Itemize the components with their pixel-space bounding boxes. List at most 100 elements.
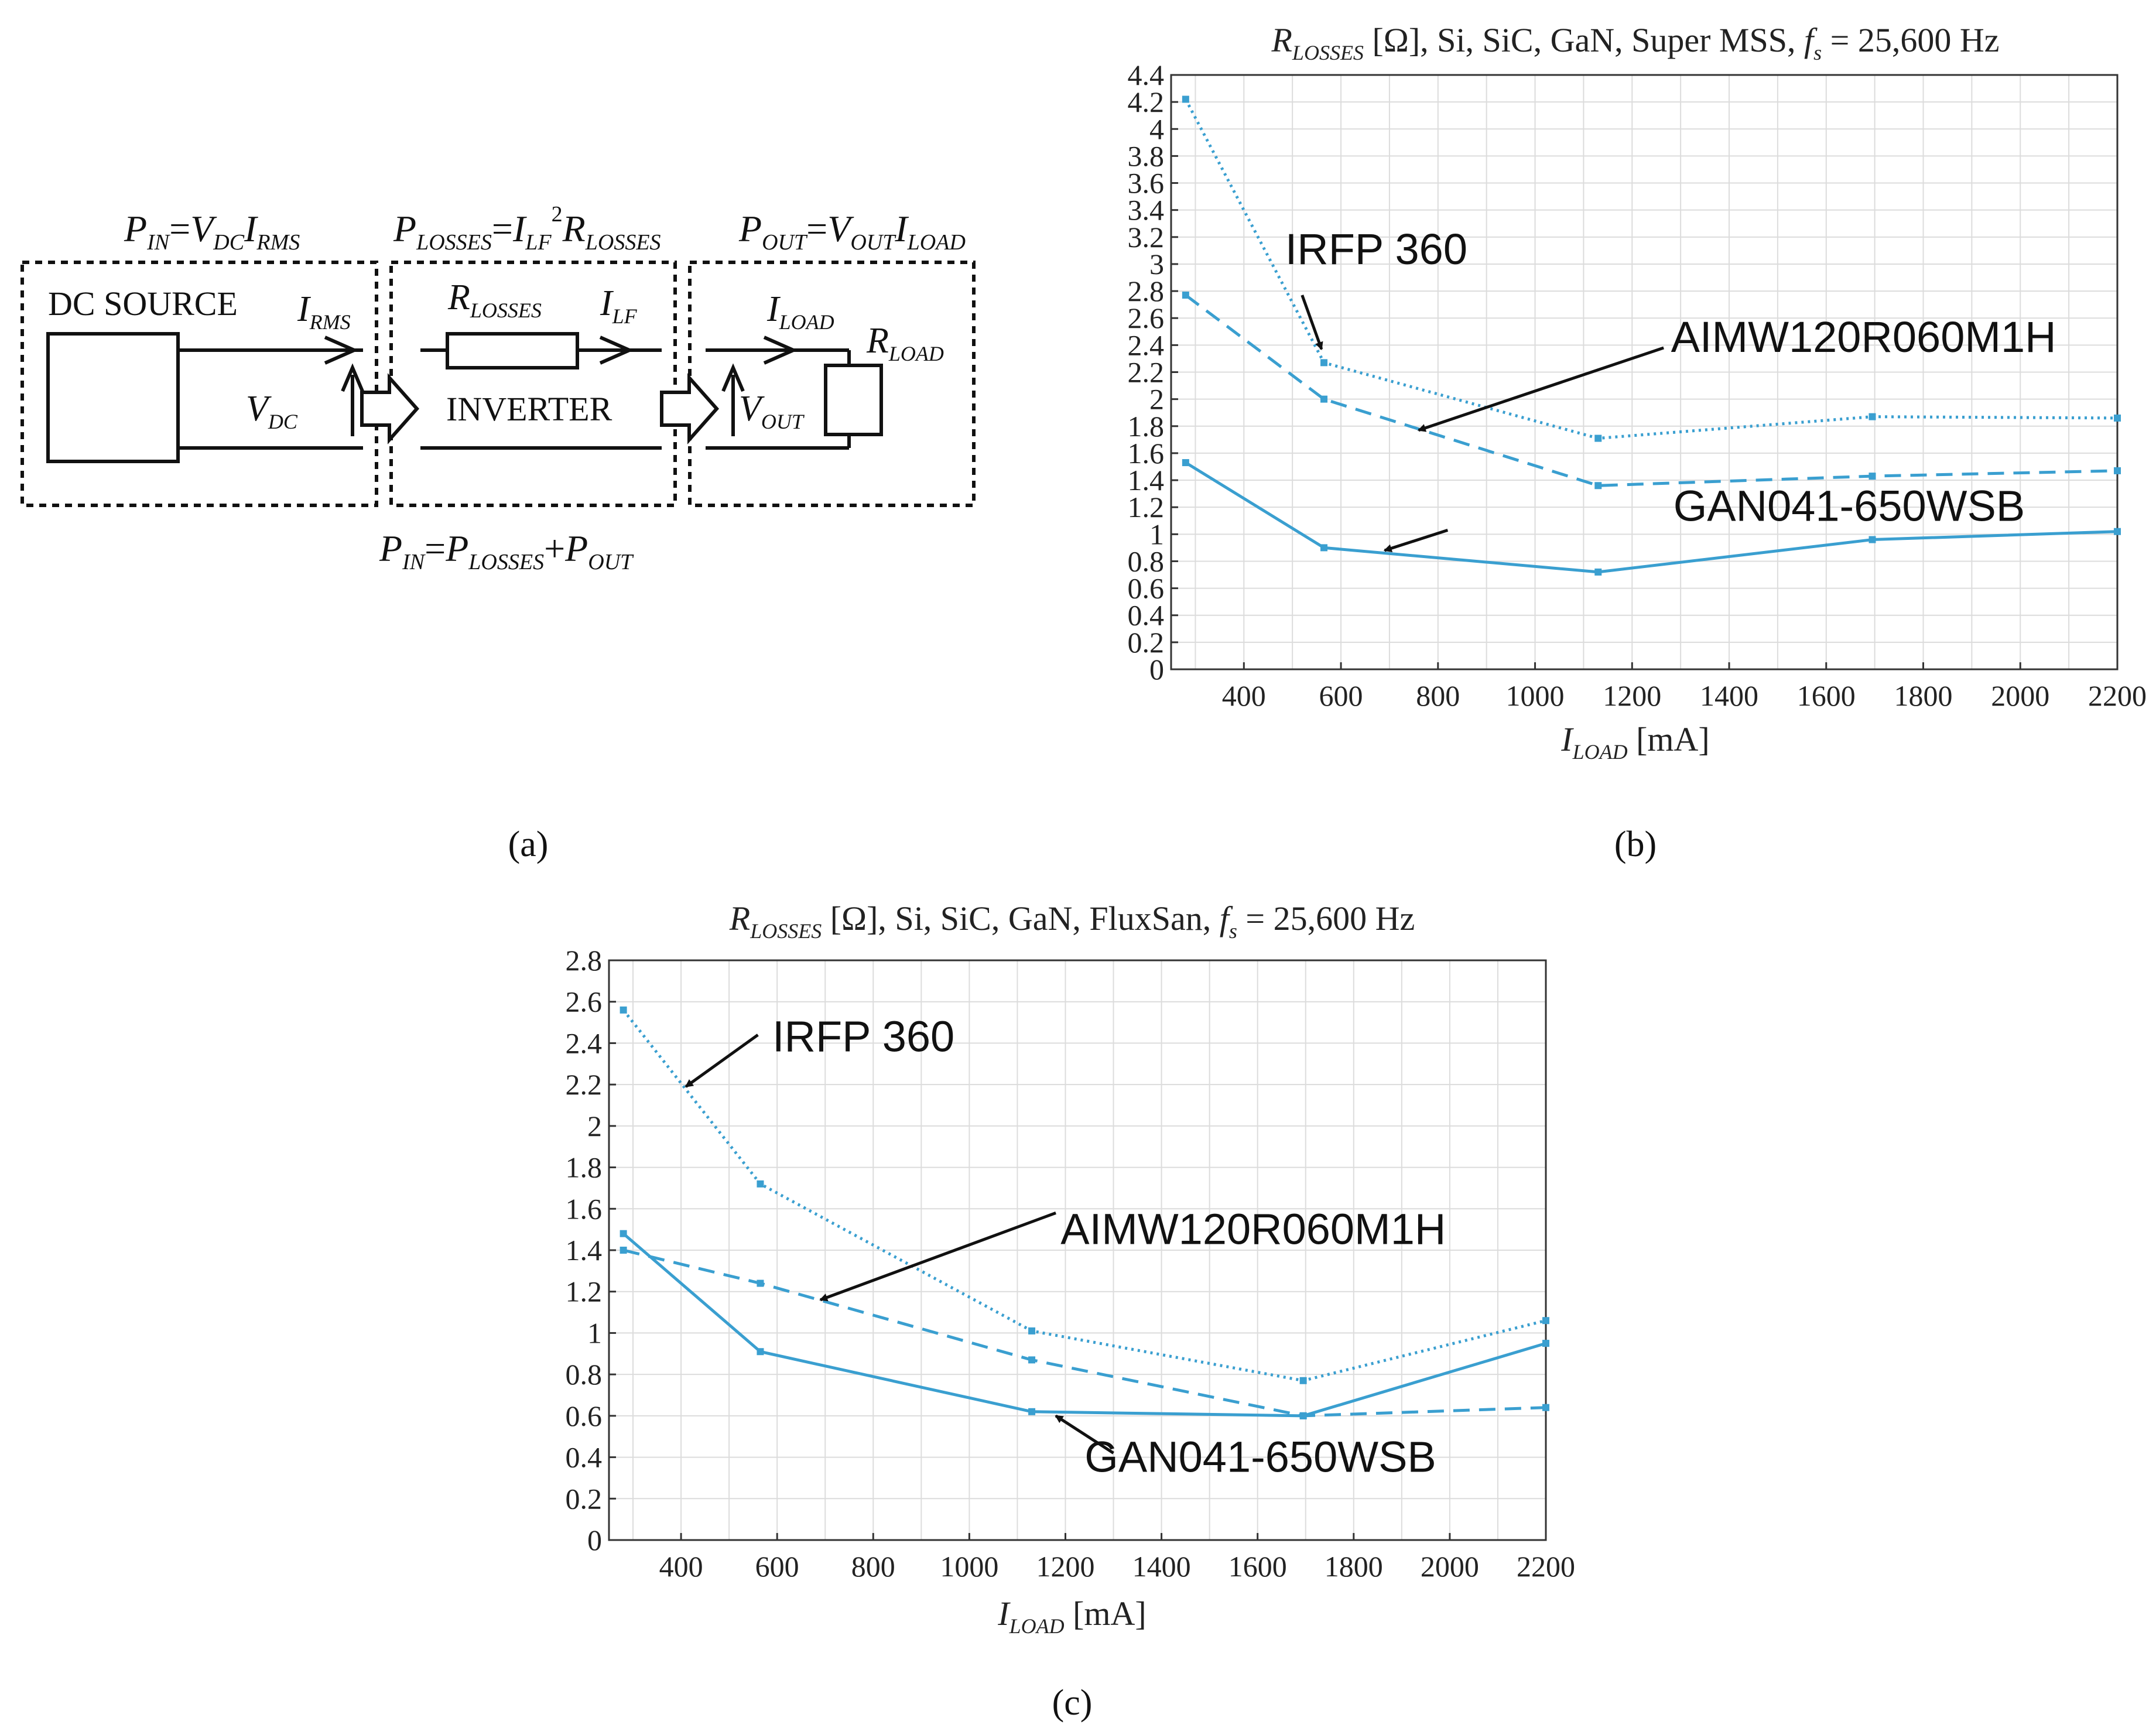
chart-b-xlabel-sub: LOAD [1572, 740, 1628, 764]
chart-c-xlabel-unit: [mA] [1065, 1594, 1147, 1633]
chart-c: RLOSSES [Ω], Si, SiC, GaN, FluxSan, fs =… [566, 899, 1576, 1638]
eq-plosses-i-sub: LF [525, 230, 552, 255]
chart-b-ytick-label-2: 0.4 [1128, 599, 1165, 632]
rlosses-label-sub: LOSSES [470, 299, 542, 322]
power-flow-diagram: PIN=VDCIRMS PLOSSES=ILF2RLOSSES POUT=VOU… [20, 202, 976, 574]
chart-b-xtick-label-8: 2000 [1991, 679, 2049, 712]
chart-c-ytick-label-10: 2 [587, 1110, 602, 1142]
chart-c-plot-area: 0 0.2 0.4 0.6 0.8 1 1.2 1.4 1.6 1.8 2 2.2 2.4 2.6 2.8 4… [566, 944, 1576, 1583]
chart-c-annotation-label-0: IRFP 360 [772, 1012, 954, 1061]
eq-balance-p3-sub: OUT [588, 550, 634, 574]
chart-c-ytick-label-13: 2.6 [566, 986, 603, 1018]
chart-b-series-1-point-2 [1594, 482, 1602, 490]
eq-balance-equals: = [425, 528, 446, 569]
ilf-label: I [600, 283, 614, 323]
eq-plosses-p: P [393, 208, 416, 249]
chart-b-xtick-label-2: 800 [1416, 679, 1460, 712]
eq-balance-p1-sub: IN [402, 550, 426, 574]
chart-c-ytick-label-11: 2.2 [566, 1068, 603, 1101]
power-flow-arrow-2-icon [660, 373, 720, 444]
panel-label-a: (a) [508, 824, 549, 864]
vout-label-sub: OUT [761, 410, 805, 433]
source-boundary [20, 261, 378, 507]
eq-pin-v-sub: DC [213, 230, 244, 255]
chart-b-ytick-label-8: 1.6 [1128, 437, 1165, 470]
chart-b-title-f-sub: s [1813, 41, 1822, 64]
chart-b-annotation-arrow-1 [1417, 346, 1664, 432]
chart-c-series-0-point-2 [1028, 1327, 1036, 1335]
rlosses-resistor [446, 332, 579, 369]
chart-b-xtick-label-5: 1400 [1700, 679, 1758, 712]
chart-b-xtick-label-3: 1000 [1506, 679, 1565, 712]
eq-pout-equals: = [806, 208, 827, 249]
eq-balance-p1: P [379, 528, 402, 569]
chart-b-series-2-point-4 [2114, 528, 2121, 535]
chart-b-ytick-label-16: 3.2 [1128, 221, 1165, 254]
chart-c-ytick-label-6: 1.2 [566, 1275, 603, 1308]
eq-plosses-sup: 2 [552, 202, 563, 227]
eq-pin: PIN=VDCIRMS [124, 208, 300, 255]
chart-c-series-2-point-3 [1299, 1412, 1307, 1419]
chart-b-plot-area: 00.20.40.60.811.21.41.61.822.22.42.62.83… [1128, 59, 2147, 712]
dc-source-label: DC SOURCE [48, 285, 238, 323]
eq-pout: POUT=VOUTILOAD [738, 208, 966, 255]
chart-c-ytick-label-8: 1.6 [566, 1192, 603, 1225]
chart-b-ytick-label-10: 2 [1149, 383, 1164, 416]
chart-b-xtick-label-1: 600 [1319, 679, 1363, 712]
chart-b-xlabel-base: I [1560, 720, 1574, 758]
chart-b-series-line-1 [1185, 294, 2118, 487]
chart-b-ytick-label-15: 3 [1149, 248, 1164, 280]
eq-pin-p-sub: IN [146, 230, 171, 255]
eq-plosses-i: I [512, 208, 527, 249]
chart-c-xtick-label-6: 1600 [1228, 1550, 1287, 1583]
rlosses-label: R [447, 278, 470, 317]
chart-c-xtick-label-3: 1000 [940, 1550, 998, 1583]
chart-c-title-end: = 25,600 Hz [1237, 899, 1415, 937]
svg-text:IRMS: IRMS [297, 289, 351, 334]
chart-b-series-0-point-4 [2114, 414, 2121, 422]
chart-c-ytick-label-9: 1.8 [566, 1151, 603, 1184]
chart-c-ytick-label-12: 2.4 [566, 1026, 603, 1059]
chart-c-xlabel: ILOAD [mA] [997, 1594, 1146, 1638]
chart-b-series-0-point-2 [1594, 434, 1602, 442]
chart-b-ytick-label-9: 1.8 [1128, 410, 1165, 443]
chart-b-xtick-label-7: 1800 [1894, 679, 1953, 712]
vout-arrow-icon [721, 363, 745, 392]
chart-c-ytick-label-7: 1.4 [566, 1234, 603, 1267]
chart-b-series-0-point-1 [1320, 359, 1328, 367]
rload-label: R [866, 321, 889, 361]
power-flow-arrow-1-icon [360, 373, 420, 444]
iload-label-sub: LOAD [779, 310, 834, 334]
chart-c-series-1-point-0 [620, 1247, 627, 1254]
chart-b-ytick-label-22: 4.4 [1128, 59, 1165, 91]
chart-b-ytick-label-3: 0.6 [1128, 572, 1165, 605]
eq-pin-v: V [190, 208, 217, 249]
svg-text:VDC: VDC [246, 389, 298, 433]
chart-b-xtick-label-9: 2200 [2088, 679, 2147, 712]
chart-b-annotation-arrow-0 [1301, 295, 1323, 351]
panel-label-c: (c) [1052, 1683, 1093, 1723]
irms-arrow-icon [324, 336, 359, 365]
chart-c-series-0-point-3 [1299, 1377, 1307, 1384]
eq-balance-plus: + [544, 528, 565, 569]
chart-c-annotation-arrow-2 [1055, 1414, 1114, 1455]
chart-c-ytick-label-3: 0.6 [566, 1399, 603, 1432]
chart-c-xtick-label-4: 1200 [1036, 1550, 1094, 1583]
chart-b-annotation-arrow-2 [1383, 529, 1449, 552]
chart-b-title-r: R [1271, 21, 1292, 59]
irms-label-sub: RMS [309, 310, 351, 334]
chart-b-ytick-label-18: 3.6 [1128, 167, 1165, 200]
chart-b-ytick-label-13: 2.6 [1128, 302, 1165, 334]
chart-b-xtick-label-0: 400 [1222, 679, 1266, 712]
chart-c-ytick-label-2: 0.4 [566, 1441, 603, 1474]
chart-c-title-r-sub: LOSSES [750, 919, 822, 943]
chart-c-series-1-point-2 [1028, 1356, 1036, 1364]
vdc-label: V [246, 389, 272, 429]
chart-c-series-0-point-1 [757, 1180, 764, 1188]
chart-b-ytick-label-17: 3.4 [1128, 194, 1165, 227]
chart-b-series-1-point-4 [2114, 467, 2121, 474]
eq-plosses-equals: = [492, 208, 513, 249]
eq-pout-i-sub: LOAD [907, 230, 966, 255]
svg-text:ILF: ILF [600, 283, 638, 328]
